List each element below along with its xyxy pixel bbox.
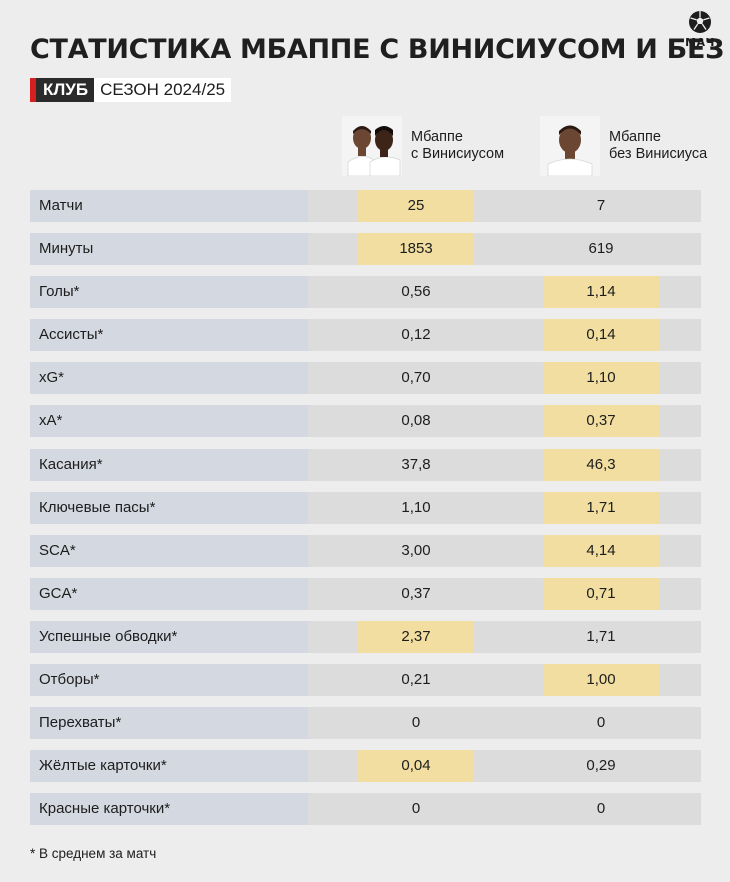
stat-value-with-vinicius: 0,08 — [401, 412, 431, 430]
stat-name: xA* — [30, 405, 308, 438]
stat-value-with-vinicius: 0,37 — [401, 584, 431, 602]
table-row: GCA* 0,37 0,71 — [30, 577, 701, 610]
stat-name: Матчи — [30, 190, 308, 222]
stat-name: Жёлтые карточки* — [30, 750, 308, 783]
table-row: Ключевые пасы* 1,10 1,71 — [30, 491, 701, 524]
stat-value-without-vinicius: 46,3 — [543, 448, 659, 481]
stat-name: Касания* — [30, 448, 308, 481]
stat-value-without-vinicius: 0,14 — [543, 319, 659, 352]
page-title: СТАТИСТИКА МБАППЕ С ВИНИСИУСОМ И БЕЗ — [30, 34, 724, 65]
stat-value-without-vinicius: 1,10 — [543, 362, 659, 395]
section-tag: КЛУБ СЕЗОН 2024/25 — [30, 78, 232, 102]
stat-value-without-vinicius: 1,14 — [543, 276, 659, 309]
stat-value-with-vinicius: 1853 — [358, 233, 474, 266]
stat-name: Отборы* — [30, 664, 308, 697]
stat-value-with-vinicius: 0 — [411, 714, 421, 732]
stat-name: Ключевые пасы* — [30, 491, 308, 524]
stat-name: Ассисты* — [30, 319, 308, 352]
stat-value-without-vinicius: 7 — [596, 197, 606, 214]
stat-value-with-vinicius: 1,10 — [401, 498, 431, 516]
stat-name: Перехваты* — [30, 707, 308, 740]
soccer-ball-icon — [689, 11, 711, 33]
stat-value-with-vinicius: 0,12 — [401, 326, 431, 344]
table-row: Голы* 0,56 1,14 — [30, 276, 701, 309]
column-label-line2: с Винисиусом — [411, 146, 505, 162]
stat-value-with-vinicius: 3,00 — [401, 541, 431, 559]
table-row: Ассисты* 0,12 0,14 — [30, 319, 701, 352]
stat-value-without-vinicius: 0 — [596, 714, 606, 732]
stat-value-without-vinicius: 1,71 — [543, 491, 659, 524]
player-photo-mbappe — [540, 116, 600, 176]
stat-value-with-vinicius: 0 — [411, 800, 421, 818]
table-row: Минуты 1853 619 — [30, 233, 701, 266]
column-header-with-vinicius: Мбаппе с Винисиусом — [342, 116, 504, 176]
stat-name: xG* — [30, 362, 308, 395]
table-row: Отборы* 0,21 1,00 — [30, 664, 701, 697]
tag-season: СЕЗОН 2024/25 — [94, 78, 232, 102]
stat-value-without-vinicius: 0 — [596, 800, 606, 818]
column-header-without-vinicius: Мбаппе без Винисиуса — [540, 116, 707, 176]
stat-value-with-vinicius: 25 — [358, 190, 474, 222]
stat-value-with-vinicius: 0,56 — [401, 283, 431, 301]
table-row: Жёлтые карточки* 0,04 0,29 — [30, 750, 701, 783]
stat-value-without-vinicius: 1,00 — [543, 664, 659, 697]
stat-name: Минуты — [30, 233, 308, 266]
table-row: Красные карточки* 0 0 — [30, 793, 701, 826]
column-label-line1: Мбаппе — [411, 129, 463, 145]
brand-logo: МАЧ — [684, 10, 716, 49]
stat-name: SCA* — [30, 534, 308, 567]
stat-value-with-vinicius: 0,70 — [401, 369, 431, 387]
stat-name: Успешные обводки* — [30, 620, 308, 653]
logo-text: МАЧ — [685, 36, 715, 49]
stat-name: Красные карточки* — [30, 793, 308, 826]
stat-value-with-vinicius: 2,37 — [358, 620, 474, 653]
table-row: SCA* 3,00 4,14 — [30, 534, 701, 567]
table-row: Успешные обводки* 2,37 1,71 — [30, 620, 701, 653]
stat-name: Голы* — [30, 276, 308, 309]
stat-name: GCA* — [30, 577, 308, 610]
stat-value-with-vinicius: 0,04 — [358, 750, 474, 783]
stat-value-without-vinicius: 619 — [588, 240, 614, 258]
column-label-with-vinicius: Мбаппе с Винисиусом — [411, 129, 504, 163]
stat-value-without-vinicius: 4,14 — [543, 534, 659, 567]
stat-value-without-vinicius: 1,71 — [586, 627, 616, 645]
stat-value-with-vinicius: 0,21 — [401, 671, 431, 689]
column-label-line1: Мбаппе — [609, 129, 661, 145]
column-label-without-vinicius: Мбаппе без Винисиуса — [609, 129, 707, 163]
stat-value-with-vinicius: 37,8 — [401, 455, 431, 473]
player-photo-mbappe-vinicius — [342, 116, 402, 176]
table-row: xG* 0,70 1,10 — [30, 362, 701, 395]
table-row: Перехваты* 0 0 — [30, 707, 701, 740]
stat-value-without-vinicius: 0,37 — [543, 405, 659, 438]
column-label-line2: без Винисиуса — [609, 146, 708, 162]
footnote: * В среднем за матч — [30, 846, 157, 861]
stat-value-without-vinicius: 0,71 — [543, 577, 659, 610]
table-row: Касания* 37,8 46,3 — [30, 448, 701, 481]
tag-club: КЛУБ — [30, 78, 95, 102]
table-row: Матчи 25 7 — [30, 190, 701, 222]
stats-table: Матчи 25 7 Минуты 1853 619 Голы* 0,56 1,14 Ассист… — [30, 190, 701, 836]
table-row: xA* 0,08 0,37 — [30, 405, 701, 438]
stat-value-without-vinicius: 0,29 — [586, 757, 616, 775]
